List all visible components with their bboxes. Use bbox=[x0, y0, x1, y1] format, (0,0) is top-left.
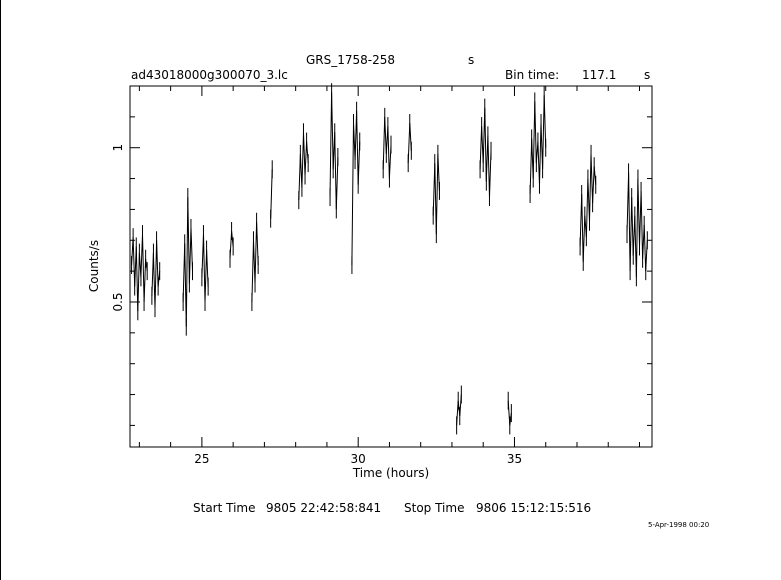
x-tick-label: 35 bbox=[507, 452, 522, 466]
stop-time-value: 9806 15:12:15:516 bbox=[476, 501, 592, 515]
chart-title-unit: s bbox=[468, 53, 475, 67]
plot-frame bbox=[129, 85, 653, 448]
window-left-edge bbox=[0, 0, 1, 580]
series-counts bbox=[131, 83, 648, 435]
series-line bbox=[432, 153, 440, 235]
timestamp: 5-Apr-1998 00:20 bbox=[648, 521, 710, 529]
file-name: ad43018000g300070_3.lc bbox=[131, 68, 288, 82]
x-tick-label: 25 bbox=[194, 452, 209, 466]
y-tick-label: 0.5 bbox=[111, 292, 125, 311]
series-line bbox=[382, 116, 392, 179]
start-time-label: Start Time bbox=[193, 501, 256, 515]
x-tick-label: 30 bbox=[351, 452, 366, 466]
y-axis-label: Counts/s bbox=[87, 240, 101, 292]
bin-time-unit: s bbox=[644, 68, 651, 82]
stop-time-label: Stop Time bbox=[404, 501, 465, 515]
series-line bbox=[456, 394, 462, 426]
series-line bbox=[329, 92, 339, 210]
chart-title: GRS_1758-258 bbox=[306, 53, 396, 67]
y-tick-label: 1 bbox=[111, 144, 125, 152]
series-line bbox=[201, 234, 209, 303]
bin-time-value: 117.1 bbox=[582, 68, 617, 82]
start-time-value: 9805 22:42:58:841 bbox=[266, 501, 382, 515]
x-axis-label: Time (hours) bbox=[352, 466, 429, 480]
bin-time-label: Bin time: bbox=[505, 68, 560, 82]
axis-ticks: 25 30 35 0.5 1 bbox=[111, 86, 652, 466]
series-line bbox=[182, 197, 193, 327]
